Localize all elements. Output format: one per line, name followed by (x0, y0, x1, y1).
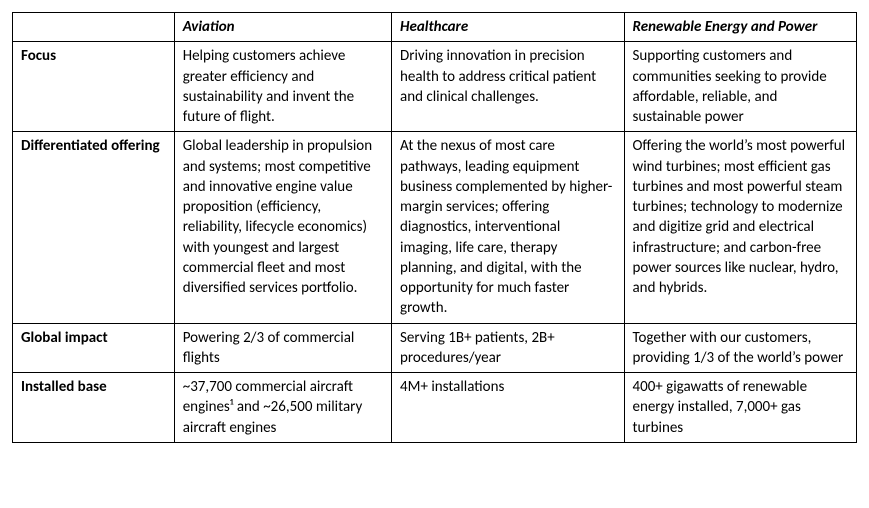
row-header-installed: Installed base (13, 373, 175, 443)
cell-focus-healthcare: Driving innovation in precision health t… (392, 42, 624, 132)
row-header-impact: Global impact (13, 323, 175, 373)
row-header-offering: Differentiated offering (13, 132, 175, 323)
row-header-focus: Focus (13, 42, 175, 132)
cell-impact-renewable: Together with our customers, providing 1… (624, 323, 857, 373)
col-header-aviation: Aviation (174, 13, 391, 42)
cell-offering-renewable: Offering the world’s most powerful wind … (624, 132, 857, 323)
cell-focus-aviation: Helping customers achieve greater effici… (174, 42, 391, 132)
table-corner-cell (13, 13, 175, 42)
cell-installed-healthcare: 4M+ installations (392, 373, 624, 443)
cell-impact-healthcare: Serving 1B+ patients, 2B+ procedures/yea… (392, 323, 624, 373)
cell-impact-aviation: Powering 2/3 of commercial flights (174, 323, 391, 373)
table-row: Installed base ~37,700 commercial aircra… (13, 373, 857, 443)
comparison-table: Aviation Healthcare Renewable Energy and… (12, 12, 857, 443)
col-header-renewable: Renewable Energy and Power (624, 13, 857, 42)
cell-installed-aviation: ~37,700 commercial aircraft engines¹ and… (174, 373, 391, 443)
cell-offering-aviation: Global leadership in propulsion and syst… (174, 132, 391, 323)
cell-installed-renewable: 400+ gigawatts of renewable energy insta… (624, 373, 857, 443)
table-row: Global impact Powering 2/3 of commercial… (13, 323, 857, 373)
cell-focus-renewable: Supporting customers and communities see… (624, 42, 857, 132)
table-row: Differentiated offering Global leadershi… (13, 132, 857, 323)
table-header-row: Aviation Healthcare Renewable Energy and… (13, 13, 857, 42)
cell-offering-healthcare: At the nexus of most care pathways, lead… (392, 132, 624, 323)
table-row: Focus Helping customers achieve greater … (13, 42, 857, 132)
col-header-healthcare: Healthcare (392, 13, 624, 42)
